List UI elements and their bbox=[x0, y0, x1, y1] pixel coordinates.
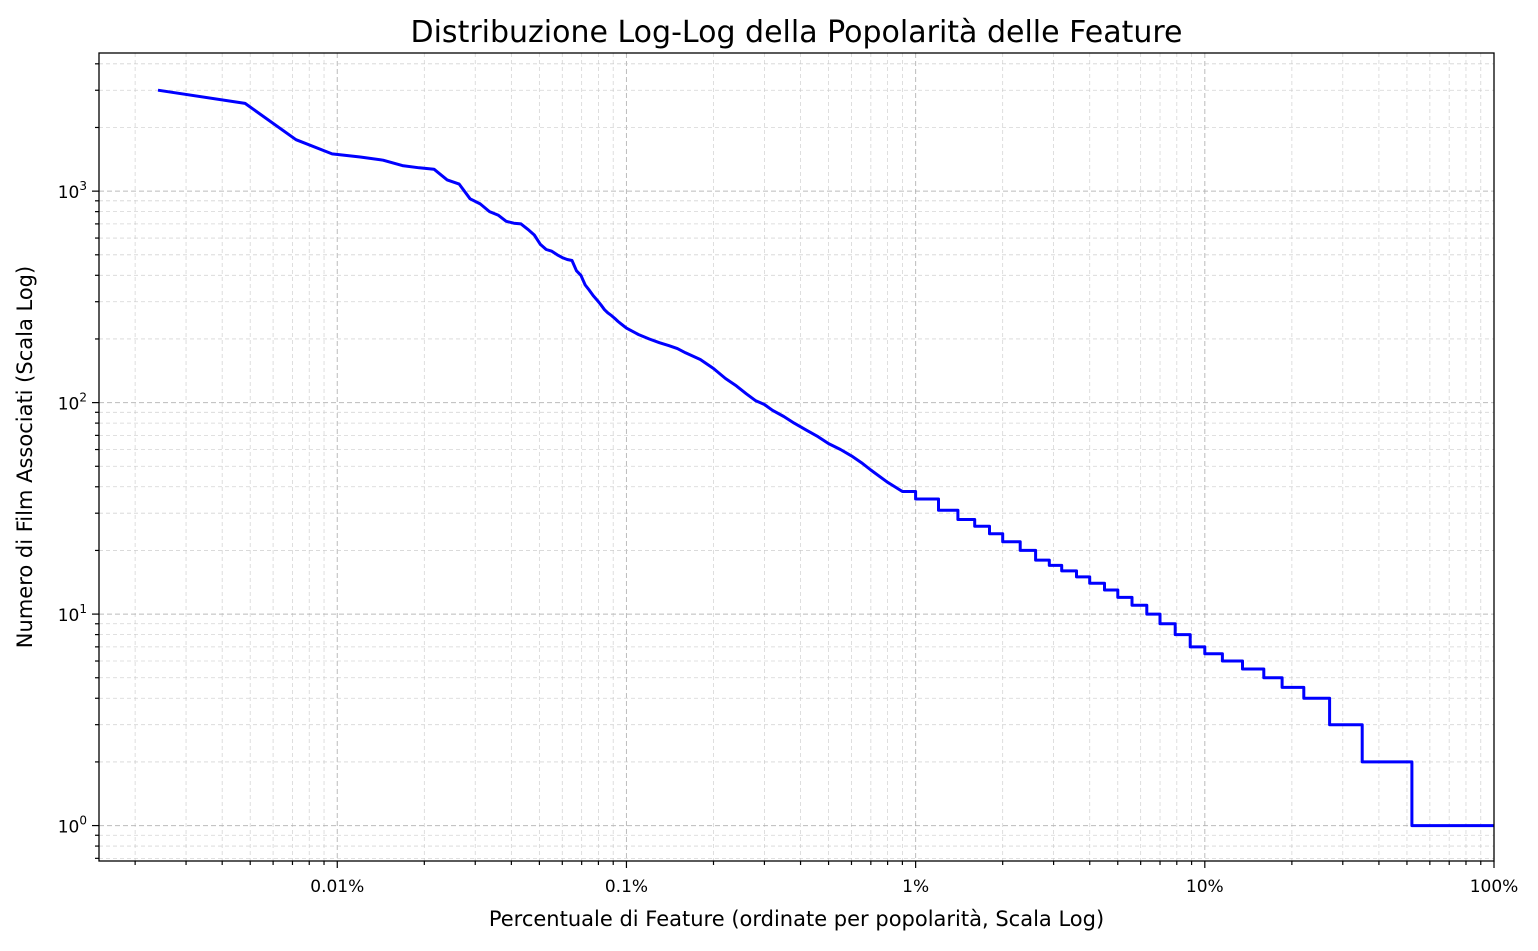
y-tick-label: 103 bbox=[58, 179, 87, 203]
y-tick-label: 100 bbox=[58, 814, 87, 838]
chart-title: Distribuzione Log-Log della Popolarità d… bbox=[411, 15, 1183, 50]
x-tick-label: 0.01% bbox=[310, 877, 364, 897]
y-tick-label: 102 bbox=[58, 391, 87, 415]
grid bbox=[99, 53, 1495, 861]
series-layer bbox=[157, 88, 1494, 828]
y-tick-label: 101 bbox=[58, 602, 87, 626]
series-line bbox=[157, 88, 1494, 828]
plot-frame bbox=[98, 52, 1495, 862]
ticks: 0.01% 0.1% 1% 10% 100% 100 101 102 103 bbox=[58, 63, 1519, 897]
x-tick-label: 1% bbox=[902, 877, 929, 897]
x-tick-label: 100% bbox=[1470, 877, 1519, 897]
x-tick-label: 0.1% bbox=[605, 877, 648, 897]
x-tick-label: 10% bbox=[1186, 877, 1224, 897]
y-axis-label: Numero di Film Associati (Scala Log) bbox=[13, 266, 37, 648]
x-axis-label: Percentuale di Feature (ordinate per pop… bbox=[489, 907, 1104, 931]
